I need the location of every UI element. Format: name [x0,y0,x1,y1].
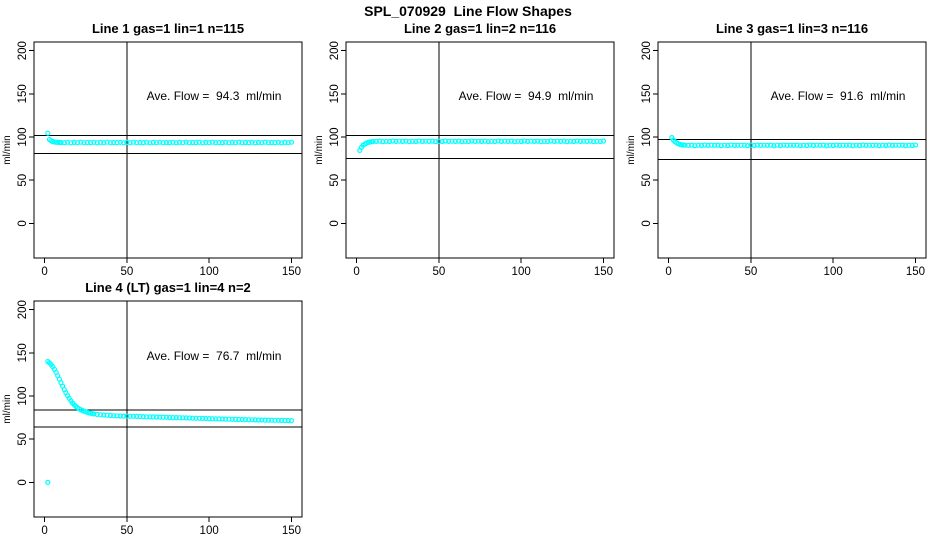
plot-box [33,300,303,518]
data-points [669,134,919,149]
figure-title: SPL_070929 Line Flow Shapes [364,3,572,19]
x-tick-label: 150 [906,266,925,278]
subplot-3-annotation: Ave. Flow = 91.6 ml/min [771,89,906,103]
y-tick-label: 0 [17,479,29,485]
plot-box [33,41,303,259]
y-tick-label: 0 [641,220,653,226]
y-tick-label: 100 [17,386,29,405]
subplot-3-title: Line 3 gas=1 lin=3 n=116 [716,21,868,36]
subplot-2-title: Line 2 gas=1 lin=2 n=116 [404,21,556,36]
y-tick-label: 100 [641,127,653,146]
y-tick-label: 150 [17,343,29,362]
data-points [45,358,295,485]
y-tick-label: 150 [641,84,653,103]
y-tick-label: 0 [17,220,29,226]
y-tick-label: 150 [17,84,29,103]
y-axis-label: ml/min [626,135,637,164]
x-tick-label: 150 [282,525,301,537]
y-tick-label: 200 [641,41,653,60]
subplot-4-plot: 0 50 100 150 0 50 100 150 200 ml/min [2,300,303,537]
x-tick-label: 150 [594,266,613,278]
y-tick-label: 100 [17,127,29,146]
subplot-3: Line 3 gas=1 lin=3 n=116 Ave. Flow = 91.… [626,21,927,278]
data-points [357,138,607,153]
y-tick-label: 150 [329,84,341,103]
y-tick-label: 0 [329,220,341,226]
y-axis-label: ml/min [2,135,13,164]
x-tick-label: 50 [120,525,133,537]
subplot-4-title: Line 4 (LT) gas=1 lin=4 n=2 [85,280,251,295]
y-axis-label: ml/min [314,135,325,164]
x-tick-label: 150 [282,266,301,278]
x-tick-label: 0 [41,525,47,537]
data-points [45,130,295,146]
subplot-1: Line 1 gas=1 lin=1 n=115 Ave. Flow = 94.… [2,21,303,278]
x-tick-label: 50 [120,266,133,278]
plot-box [657,41,927,259]
subplot-2: Line 2 gas=1 lin=2 n=116 Ave. Flow = 94.… [314,21,615,278]
y-tick-label: 50 [17,174,29,187]
subplot-1-annotation: Ave. Flow = 94.3 ml/min [147,89,282,103]
y-tick-label: 50 [329,174,341,187]
y-tick-label: 200 [329,41,341,60]
subplot-2-annotation: Ave. Flow = 94.9 ml/min [459,89,594,103]
x-tick-label: 50 [432,266,445,278]
y-axis-label: ml/min [2,394,13,423]
x-tick-label: 100 [200,525,219,537]
y-tick-label: 200 [17,41,29,60]
x-tick-label: 50 [744,266,757,278]
subplot-4: Line 4 (LT) gas=1 lin=4 n=2 Ave. Flow = … [2,280,303,537]
subplot-2-plot: 0 50 100 150 0 50 100 150 200 ml/min [314,41,615,278]
x-tick-label: 100 [512,266,531,278]
y-tick-label: 50 [641,174,653,187]
subplot-1-plot: 0 50 100 150 0 50 100 150 200 ml/min [2,41,303,278]
x-tick-label: 100 [824,266,843,278]
x-tick-label: 0 [41,266,47,278]
subplot-4-annotation: Ave. Flow = 76.7 ml/min [147,349,282,363]
y-tick-label: 50 [17,433,29,446]
x-tick-label: 100 [200,266,219,278]
y-tick-label: 200 [17,300,29,319]
y-tick-label: 100 [329,127,341,146]
x-tick-label: 0 [665,266,671,278]
subplot-1-title: Line 1 gas=1 lin=1 n=115 [92,21,244,36]
subplot-3-plot: 0 50 100 150 0 50 100 150 200 ml/min [626,41,927,278]
x-tick-label: 0 [353,266,359,278]
plot-box [345,41,615,259]
